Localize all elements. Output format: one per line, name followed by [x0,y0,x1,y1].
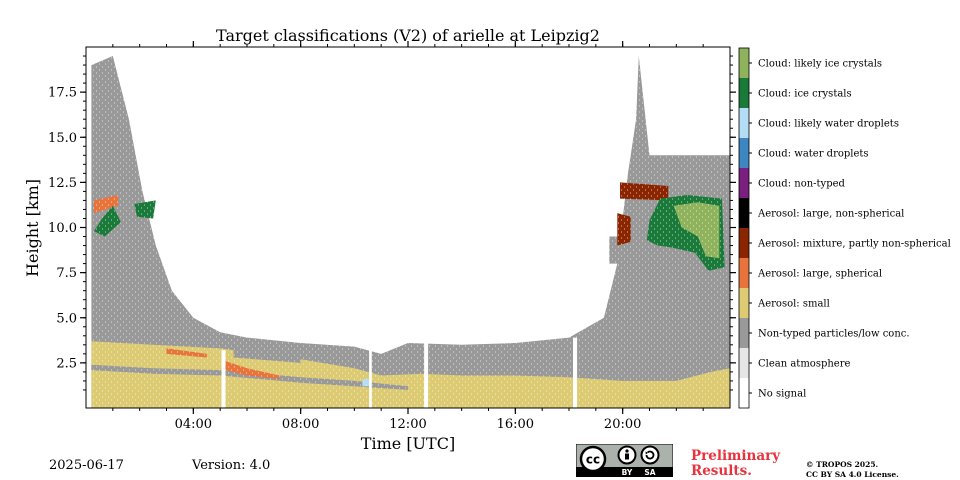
copyright-notice: © TROPOS 2025. CC BY SA 4.0 License. [806,460,899,480]
cc-text: cc [586,453,600,467]
legend-swatch-non-typed-particles-low-conc [739,318,749,349]
preliminary-line1: Preliminary [691,448,781,464]
legend-swatch-clean-atmosphere [739,348,749,379]
legend-label-aerosol-mixture-partly-non-spherical: Aerosol: mixture, partly non-spherical [757,239,951,250]
legend-label-cloud-ice-crystals: Cloud: ice crystals [758,89,852,100]
legend-label-cloud-water-droplets: Cloud: water droplets [758,149,869,160]
y-tick-label: 5.0 [56,311,77,326]
y-tick-label: 2.5 [56,356,77,371]
cc-icon: cc [579,445,607,473]
y-tick-label: 17.5 [48,86,77,101]
x-tick-label: 20:00 [604,417,641,432]
by-text: BY [622,468,633,477]
legend-swatch-aerosol-large-spherical [739,258,749,289]
legend-label-cloud-likely-water-droplets: Cloud: likely water droplets [758,119,899,130]
chart-title: Target classifications (V2) of arielle a… [216,26,600,45]
legend-frame [738,47,750,409]
speckle-overlay [86,47,730,408]
plot-area [86,47,730,408]
x-axis-label: Time [UTC] [361,434,455,453]
x-tick-label: 04:00 [175,417,212,432]
x-tick-label: 08:00 [282,417,319,432]
copyright-line2: CC BY SA 4.0 License. [806,470,899,479]
copyright-line1: © TROPOS 2025. [806,460,879,469]
y-axis-label: Height [km] [23,179,42,277]
legend-swatch-aerosol-mixture-partly-non-spherical [739,228,749,259]
legend-label-aerosol-large-spherical: Aerosol: large, spherical [757,269,882,280]
y-tick-label: 15.0 [48,131,77,146]
version-label: Version: 4.0 [192,458,271,473]
attribution-icon [617,445,637,465]
y-tick-label: 7.5 [56,266,77,281]
legend-label-aerosol-large-non-spherical: Aerosol: large, non-spherical [757,209,904,220]
legend-swatch-aerosol-small [739,288,749,319]
y-tick-label: 10.0 [48,221,77,236]
x-tick-label: 16:00 [497,417,534,432]
cc-by-sa-badge[interactable]: cc BY SA [576,444,673,477]
legend-label-cloud-non-typed: Cloud: non-typed [758,179,846,190]
x-tick-label: 12:00 [389,417,426,432]
preliminary-line2: Results. [691,463,752,479]
legend-swatch-cloud-non-typed [739,168,749,199]
legend-swatch-cloud-likely-ice-crystals [739,48,749,79]
legend-label-cloud-likely-ice-crystals: Cloud: likely ice crystals [758,59,882,70]
legend-swatch-cloud-water-droplets [739,138,749,169]
y-tick-label: 12.5 [48,176,77,191]
legend-label-non-typed-particles-low-conc: Non-typed particles/low conc. [758,329,910,340]
legend-label-no-signal: No signal [758,389,806,400]
preliminary-results-label: Preliminary Results. [691,449,780,479]
sa-text: SA [644,468,655,477]
legend-swatch-aerosol-large-non-spherical [739,198,749,229]
legend-swatch-no-signal [739,378,749,409]
legend-label-clean-atmosphere: Clean atmosphere [758,359,851,370]
date-label: 2025-06-17 [49,458,124,473]
legend-label-aerosol-small: Aerosol: small [757,299,830,310]
colorbar-legend: Cloud: likely ice crystals Cloud: ice cry… [738,47,951,409]
legend-swatch-cloud-ice-crystals [739,78,749,109]
legend-swatch-cloud-likely-water-droplets [739,108,749,139]
share-alike-icon [640,445,660,465]
